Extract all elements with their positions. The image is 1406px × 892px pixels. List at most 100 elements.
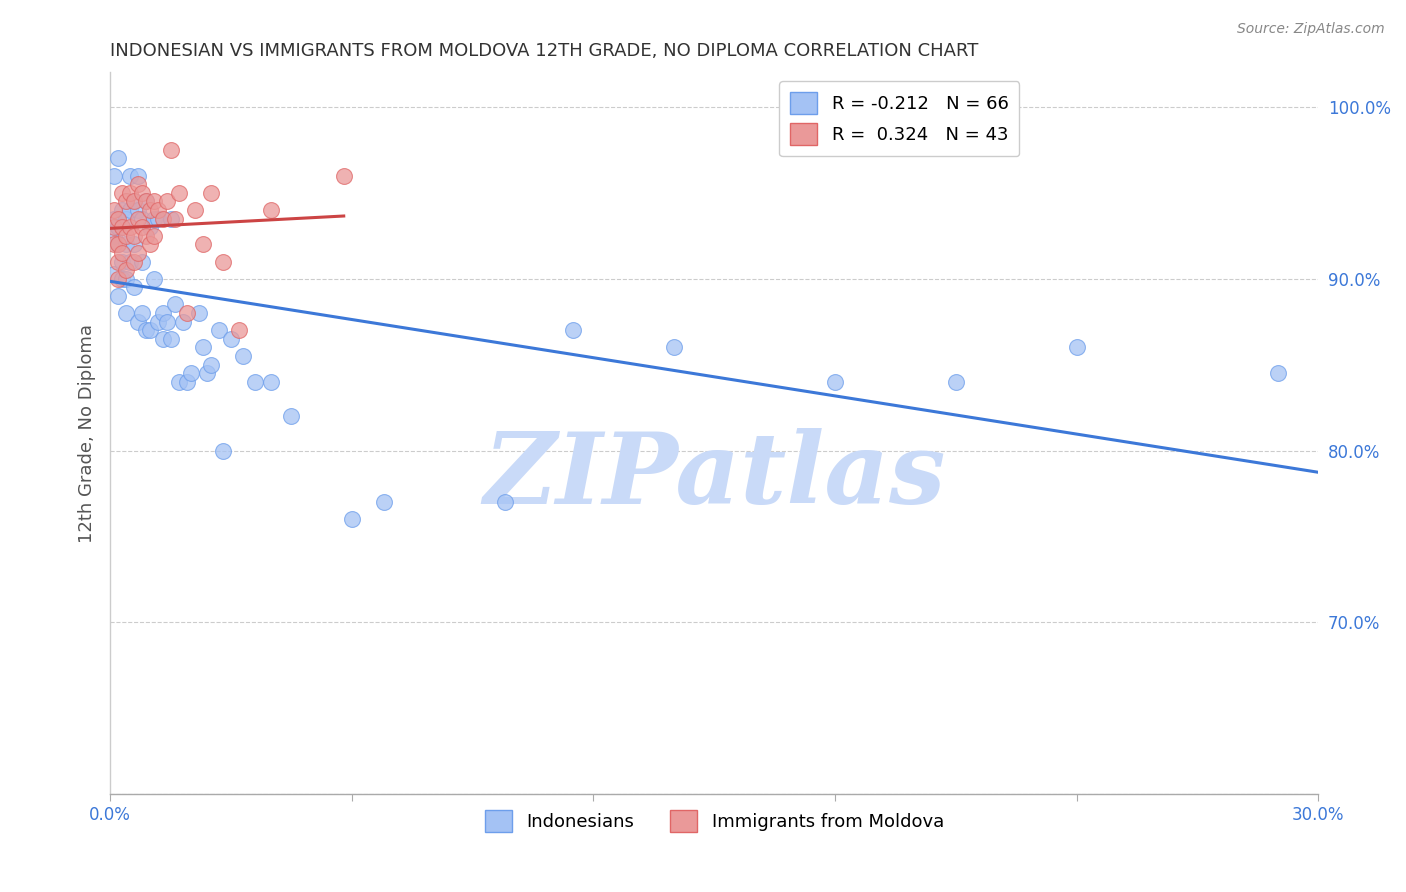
Point <box>143 271 166 285</box>
Point <box>131 186 153 200</box>
Point <box>139 202 162 217</box>
Point <box>107 220 129 235</box>
Point <box>1066 341 1088 355</box>
Point <box>562 323 585 337</box>
Point <box>152 306 174 320</box>
Point <box>124 194 146 209</box>
Point <box>107 254 129 268</box>
Point <box>124 254 146 268</box>
Point <box>159 211 181 226</box>
Point <box>111 186 134 200</box>
Point <box>143 211 166 226</box>
Point <box>127 177 149 191</box>
Point <box>127 202 149 217</box>
Point <box>212 254 235 268</box>
Point <box>155 315 177 329</box>
Point <box>124 237 146 252</box>
Point <box>120 186 142 200</box>
Point <box>135 228 157 243</box>
Point <box>135 323 157 337</box>
Point <box>127 169 149 183</box>
Text: Source: ZipAtlas.com: Source: ZipAtlas.com <box>1237 22 1385 37</box>
Point <box>212 443 235 458</box>
Point <box>176 306 198 320</box>
Point <box>260 375 283 389</box>
Point <box>124 280 146 294</box>
Point <box>107 271 129 285</box>
Point <box>200 186 222 200</box>
Point <box>135 194 157 209</box>
Point <box>494 495 516 509</box>
Point <box>103 211 125 226</box>
Point <box>148 202 170 217</box>
Point <box>662 341 685 355</box>
Point <box>115 271 138 285</box>
Point <box>139 220 162 235</box>
Point <box>127 246 149 260</box>
Point <box>127 211 149 226</box>
Point <box>143 194 166 209</box>
Point <box>143 228 166 243</box>
Point <box>131 254 153 268</box>
Point <box>824 375 846 389</box>
Point <box>260 202 283 217</box>
Point <box>111 246 134 260</box>
Point <box>107 237 129 252</box>
Point <box>340 512 363 526</box>
Point <box>103 202 125 217</box>
Point <box>120 169 142 183</box>
Point <box>131 306 153 320</box>
Point <box>107 289 129 303</box>
Point <box>135 194 157 209</box>
Point <box>139 237 162 252</box>
Point <box>1267 366 1289 380</box>
Point <box>228 323 250 337</box>
Point <box>127 315 149 329</box>
Point <box>120 202 142 217</box>
Point <box>115 228 138 243</box>
Point <box>148 315 170 329</box>
Point <box>124 228 146 243</box>
Point <box>180 366 202 380</box>
Point <box>111 271 134 285</box>
Point <box>219 332 242 346</box>
Point <box>232 349 254 363</box>
Point <box>131 220 153 235</box>
Point <box>103 169 125 183</box>
Point <box>131 211 153 226</box>
Point <box>163 211 186 226</box>
Point <box>115 263 138 277</box>
Text: ZIPatlas: ZIPatlas <box>484 428 945 525</box>
Point <box>280 409 302 424</box>
Point <box>111 254 134 268</box>
Point <box>115 237 138 252</box>
Point <box>107 237 129 252</box>
Point <box>191 341 214 355</box>
Point <box>155 194 177 209</box>
Y-axis label: 12th Grade, No Diploma: 12th Grade, No Diploma <box>79 324 96 543</box>
Point <box>208 323 231 337</box>
Point <box>115 211 138 226</box>
Point <box>103 267 125 281</box>
Point <box>120 254 142 268</box>
Point <box>332 169 354 183</box>
Point <box>167 375 190 389</box>
Point <box>159 143 181 157</box>
Point <box>115 306 138 320</box>
Text: INDONESIAN VS IMMIGRANTS FROM MOLDOVA 12TH GRADE, NO DIPLOMA CORRELATION CHART: INDONESIAN VS IMMIGRANTS FROM MOLDOVA 12… <box>110 42 979 60</box>
Point <box>243 375 266 389</box>
Point <box>945 375 967 389</box>
Point <box>103 220 125 235</box>
Legend: Indonesians, Immigrants from Moldova: Indonesians, Immigrants from Moldova <box>478 803 950 839</box>
Point <box>139 323 162 337</box>
Point <box>152 211 174 226</box>
Point <box>163 297 186 311</box>
Point <box>159 332 181 346</box>
Point <box>191 237 214 252</box>
Point <box>167 186 190 200</box>
Point <box>111 202 134 217</box>
Point <box>111 220 134 235</box>
Point <box>111 220 134 235</box>
Point <box>124 194 146 209</box>
Point <box>195 366 218 380</box>
